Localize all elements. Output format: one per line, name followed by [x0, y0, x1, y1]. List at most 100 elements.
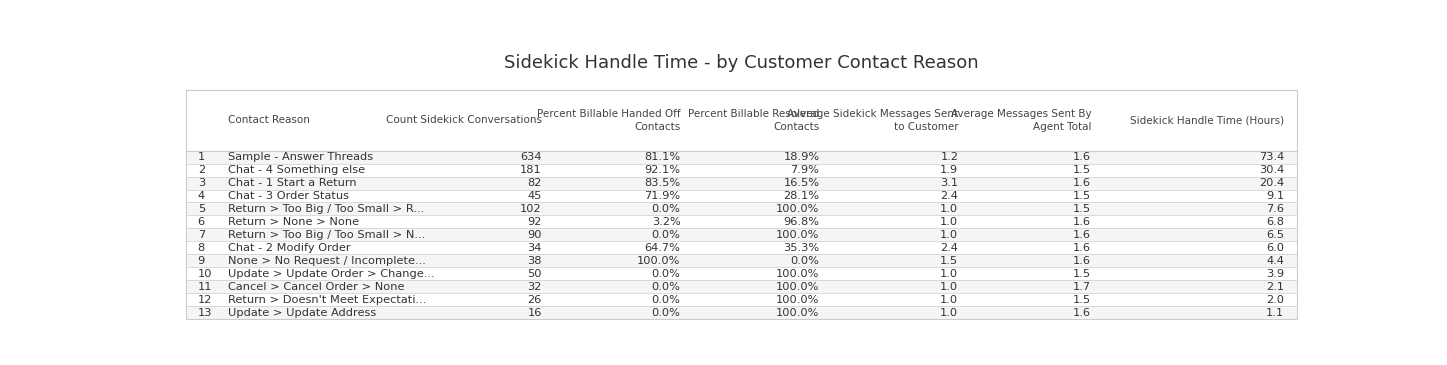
Bar: [187, 280, 1297, 293]
Text: 26: 26: [527, 295, 541, 305]
Text: 35.3%: 35.3%: [783, 243, 819, 253]
Text: 100.0%: 100.0%: [776, 269, 819, 279]
Text: 1.6: 1.6: [1074, 178, 1091, 188]
Bar: [187, 228, 1297, 241]
Text: 100.0%: 100.0%: [776, 282, 819, 292]
Text: 64.7%: 64.7%: [644, 243, 680, 253]
Text: Sidekick Handle Time (Hours): Sidekick Handle Time (Hours): [1130, 115, 1285, 126]
Text: 8: 8: [198, 243, 205, 253]
Text: Return > Too Big / Too Small > N...: Return > Too Big / Too Small > N...: [227, 230, 425, 240]
Text: 4: 4: [198, 191, 205, 201]
Bar: [187, 151, 1297, 164]
Bar: [187, 241, 1297, 254]
Bar: [187, 203, 1297, 215]
Text: 1.0: 1.0: [941, 295, 958, 305]
Text: 1.6: 1.6: [1074, 308, 1091, 318]
Text: 13: 13: [198, 308, 213, 318]
Text: Chat - 4 Something else: Chat - 4 Something else: [227, 165, 365, 175]
Text: 11: 11: [198, 282, 213, 292]
Text: 3.2%: 3.2%: [651, 217, 680, 227]
Text: 96.8%: 96.8%: [783, 217, 819, 227]
Text: 1.5: 1.5: [1074, 204, 1091, 214]
Bar: [187, 306, 1297, 319]
Text: Update > Update Order > Change...: Update > Update Order > Change...: [227, 269, 434, 279]
Text: 16: 16: [527, 308, 541, 318]
Text: 100.0%: 100.0%: [776, 308, 819, 318]
Text: 45: 45: [527, 191, 541, 201]
Text: 634: 634: [519, 152, 541, 162]
Bar: [187, 90, 1297, 151]
Text: 73.4: 73.4: [1259, 152, 1285, 162]
Text: Chat - 1 Start a Return: Chat - 1 Start a Return: [227, 178, 356, 188]
Text: 2: 2: [198, 165, 205, 175]
Text: 81.1%: 81.1%: [644, 152, 680, 162]
Text: Update > Update Address: Update > Update Address: [227, 308, 376, 318]
Text: 28.1%: 28.1%: [783, 191, 819, 201]
Text: 1.0: 1.0: [941, 282, 958, 292]
Text: 1.7: 1.7: [1074, 282, 1091, 292]
Text: 1.6: 1.6: [1074, 230, 1091, 240]
Bar: [187, 90, 1297, 319]
Bar: [187, 164, 1297, 177]
Text: 2.1: 2.1: [1266, 282, 1285, 292]
Text: Sidekick Handle Time - by Customer Contact Reason: Sidekick Handle Time - by Customer Conta…: [504, 54, 980, 72]
Text: 1.5: 1.5: [941, 256, 958, 266]
Text: 0.0%: 0.0%: [651, 295, 680, 305]
Text: 82: 82: [527, 178, 541, 188]
Text: 3.9: 3.9: [1266, 269, 1285, 279]
Text: 1.6: 1.6: [1074, 152, 1091, 162]
Text: 181: 181: [519, 165, 541, 175]
Text: 90: 90: [527, 230, 541, 240]
Text: 0.0%: 0.0%: [651, 269, 680, 279]
Text: 16.5%: 16.5%: [783, 178, 819, 188]
Text: 2.4: 2.4: [941, 191, 958, 201]
Text: None > No Request / Incomplete...: None > No Request / Incomplete...: [227, 256, 425, 266]
Text: 1.5: 1.5: [1074, 191, 1091, 201]
Text: 6.5: 6.5: [1266, 230, 1285, 240]
Text: 1: 1: [198, 152, 205, 162]
Text: 1.0: 1.0: [941, 230, 958, 240]
Text: 1.9: 1.9: [941, 165, 958, 175]
Text: Chat - 3 Order Status: Chat - 3 Order Status: [227, 191, 349, 201]
Text: 83.5%: 83.5%: [644, 178, 680, 188]
Text: 71.9%: 71.9%: [644, 191, 680, 201]
Text: 100.0%: 100.0%: [776, 230, 819, 240]
Text: Percent Billable Resolved
Contacts: Percent Billable Resolved Contacts: [689, 109, 819, 132]
Text: Average Sidekick Messages Sent
to Customer: Average Sidekick Messages Sent to Custom…: [787, 109, 958, 132]
Text: 2.4: 2.4: [941, 243, 958, 253]
Text: 6.8: 6.8: [1266, 217, 1285, 227]
Text: Return > Doesn't Meet Expectati...: Return > Doesn't Meet Expectati...: [227, 295, 427, 305]
Text: Percent Billable Handed Off
Contacts: Percent Billable Handed Off Contacts: [537, 109, 680, 132]
Text: 1.5: 1.5: [1074, 295, 1091, 305]
Text: 0.0%: 0.0%: [651, 230, 680, 240]
Text: 92.1%: 92.1%: [644, 165, 680, 175]
Text: 102: 102: [519, 204, 541, 214]
Text: 1.6: 1.6: [1074, 256, 1091, 266]
Text: 1.2: 1.2: [941, 152, 958, 162]
Text: 7.9%: 7.9%: [790, 165, 819, 175]
Text: 4.4: 4.4: [1266, 256, 1285, 266]
Text: Cancel > Cancel Order > None: Cancel > Cancel Order > None: [227, 282, 404, 292]
Text: 1.0: 1.0: [941, 217, 958, 227]
Text: 92: 92: [527, 217, 541, 227]
Text: 38: 38: [527, 256, 541, 266]
Bar: [187, 267, 1297, 280]
Text: Count Sidekick Conversations: Count Sidekick Conversations: [386, 115, 541, 126]
Text: 7: 7: [198, 230, 205, 240]
Text: 2.0: 2.0: [1266, 295, 1285, 305]
Text: 1.6: 1.6: [1074, 217, 1091, 227]
Text: 1.6: 1.6: [1074, 243, 1091, 253]
Text: 3: 3: [198, 178, 205, 188]
Text: 6: 6: [198, 217, 205, 227]
Text: 10: 10: [198, 269, 213, 279]
Text: 6.0: 6.0: [1266, 243, 1285, 253]
Text: 1.0: 1.0: [941, 204, 958, 214]
Bar: [187, 189, 1297, 203]
Text: 18.9%: 18.9%: [783, 152, 819, 162]
Text: 0.0%: 0.0%: [790, 256, 819, 266]
Text: 20.4: 20.4: [1259, 178, 1285, 188]
Text: 3.1: 3.1: [941, 178, 958, 188]
Text: 0.0%: 0.0%: [651, 282, 680, 292]
Text: Chat - 2 Modify Order: Chat - 2 Modify Order: [227, 243, 350, 253]
Text: 34: 34: [527, 243, 541, 253]
